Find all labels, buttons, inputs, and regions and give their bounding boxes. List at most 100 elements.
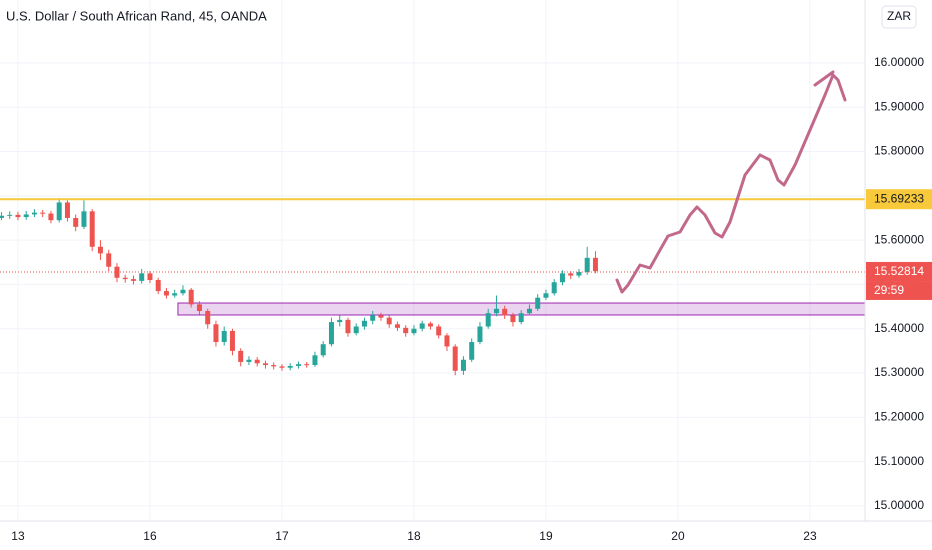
- candle-body: [345, 319, 351, 334]
- candle-body: [147, 273, 153, 280]
- candle-body: [139, 273, 145, 281]
- candle-body: [196, 304, 202, 312]
- y-tick-label: 15.00000: [874, 498, 924, 512]
- y-tick-label: 15.90000: [874, 99, 924, 113]
- candle-body: [155, 279, 161, 292]
- y-tick-label: 15.60000: [874, 232, 924, 246]
- chart-title: U.S. Dollar / South African Rand, 45, OA…: [6, 8, 267, 23]
- grid: [0, 0, 865, 521]
- y-tick-label: 16.00000: [874, 55, 924, 69]
- candle-body: [188, 289, 194, 305]
- candle-body: [205, 311, 211, 325]
- x-tick-label: 18: [407, 529, 421, 543]
- candle-body: [246, 359, 252, 362]
- candle-body: [576, 272, 582, 276]
- candle-body: [106, 253, 112, 267]
- candle-body: [378, 315, 384, 318]
- y-tick-label: 15.30000: [874, 365, 924, 379]
- level-label: 15.69233: [874, 191, 924, 205]
- candle-body: [320, 344, 326, 356]
- candle-body: [48, 213, 54, 221]
- candle-body: [436, 326, 442, 336]
- x-tick-label: 19: [539, 529, 553, 543]
- candle-body: [551, 282, 557, 294]
- candle-body: [229, 330, 235, 351]
- candle-body: [452, 346, 458, 371]
- candle-body: [15, 214, 21, 218]
- candle-body: [584, 257, 590, 273]
- candle-body: [411, 328, 417, 334]
- candle-body: [518, 313, 524, 323]
- candle-body: [180, 289, 186, 294]
- y-tick-label: 15.40000: [874, 321, 924, 335]
- candle-body: [221, 330, 227, 343]
- y-tick-label: 15.80000: [874, 144, 924, 158]
- candle-body: [444, 335, 450, 347]
- candle-body: [592, 257, 598, 272]
- candle-body: [312, 355, 318, 366]
- candle-body: [535, 297, 541, 309]
- x-tick-label: 17: [275, 529, 289, 543]
- candle-body: [238, 350, 244, 362]
- y-tick-label: 15.20000: [874, 410, 924, 424]
- candle-body: [502, 308, 508, 316]
- candle-body: [427, 323, 433, 327]
- x-tick-label: 13: [11, 529, 25, 543]
- candle-body: [543, 293, 549, 298]
- candle-body: [485, 313, 491, 327]
- currency-button-label[interactable]: ZAR: [887, 9, 911, 23]
- candle-body: [287, 365, 293, 368]
- candle-body: [559, 273, 565, 283]
- candle-body: [304, 364, 310, 366]
- candle-body: [262, 363, 268, 366]
- candle-body: [510, 315, 516, 323]
- candle-body: [403, 327, 409, 334]
- candle-body: [122, 277, 128, 280]
- candle-body: [337, 319, 343, 323]
- axes: 13 16 17 18 19 20 23 15.00000 15.10000 15.20000 15…: [11, 55, 932, 543]
- candle-body: [114, 266, 120, 278]
- candle-body: [0, 215, 4, 218]
- candle-body: [419, 323, 425, 329]
- candle-body: [361, 320, 367, 327]
- candle-body: [271, 365, 277, 367]
- last-price-label: 15.52814: [874, 264, 924, 278]
- candle-body: [568, 273, 574, 276]
- x-tick-label: 20: [671, 529, 685, 543]
- candle-body: [31, 212, 37, 215]
- candle-body: [295, 364, 301, 366]
- candle-body: [23, 214, 29, 218]
- candle-body: [279, 366, 285, 368]
- candle-body: [394, 324, 400, 328]
- candle-body: [97, 246, 103, 254]
- x-tick-label: 16: [143, 529, 157, 543]
- drawn-projection: [615, 70, 847, 294]
- countdown-label: 29:59: [874, 283, 904, 297]
- candle-body: [163, 291, 169, 296]
- candle-body: [254, 359, 260, 364]
- currency-button[interactable]: [881, 5, 917, 29]
- candle-body: [469, 342, 475, 360]
- candle-body: [460, 359, 466, 371]
- candle-body: [7, 214, 13, 216]
- candle-body: [64, 202, 70, 218]
- countdown-box: [866, 281, 932, 300]
- candle-body: [89, 211, 95, 247]
- candle-body: [477, 326, 483, 343]
- candle-body: [172, 293, 178, 296]
- candle-body: [328, 322, 334, 345]
- candle-body: [526, 308, 532, 314]
- last-price-box: [866, 261, 932, 282]
- level-label-box: [866, 189, 932, 210]
- candle-body: [40, 212, 46, 214]
- y-tick-label: 15.10000: [874, 454, 924, 468]
- candle-body: [353, 326, 359, 334]
- candle-body: [130, 279, 136, 281]
- candle-body: [213, 324, 219, 343]
- candle-body: [73, 217, 79, 227]
- candle-body: [370, 315, 376, 321]
- candle-body: [81, 211, 87, 227]
